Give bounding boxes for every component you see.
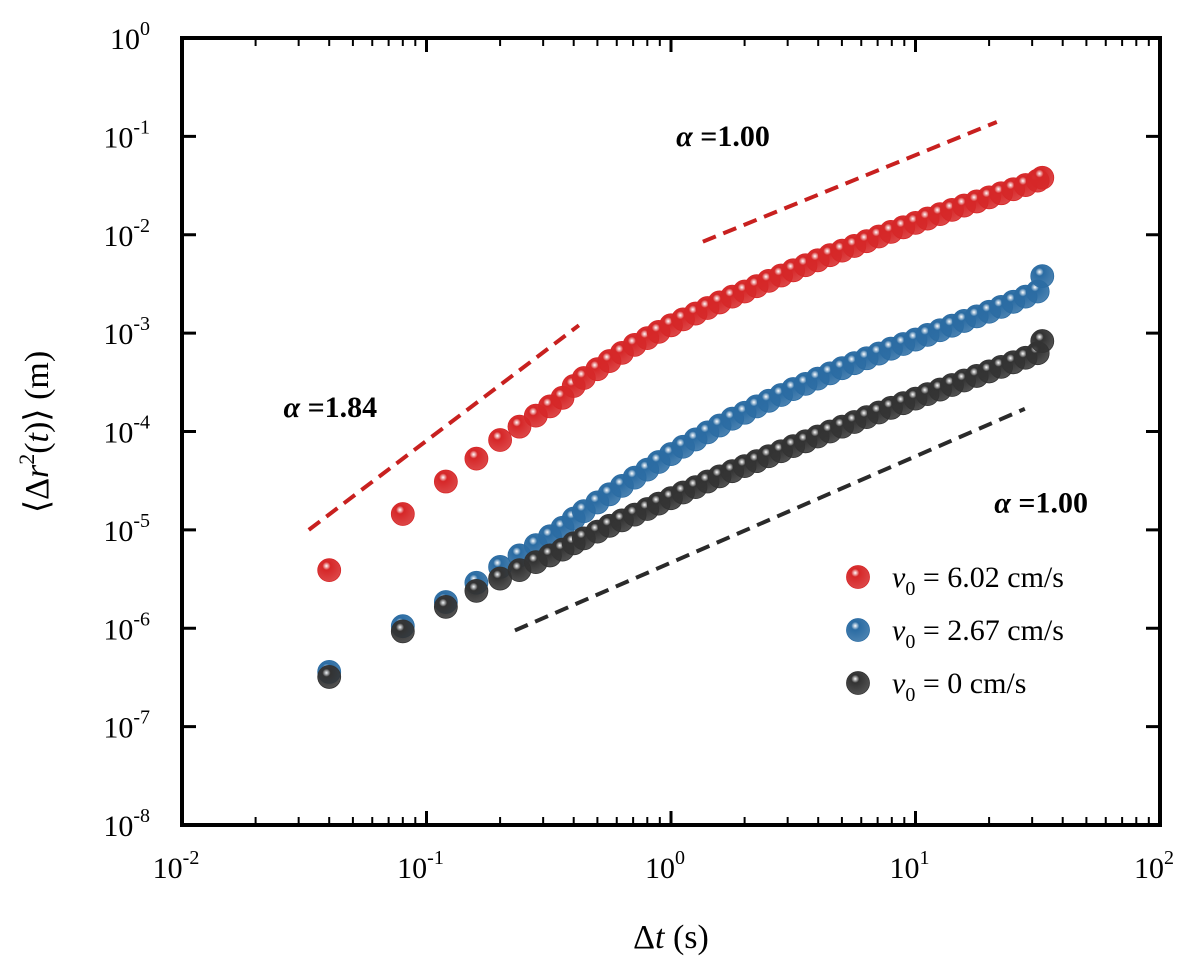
series-group <box>317 165 1055 583</box>
y-tick-label: 10-6 <box>103 608 150 646</box>
x-tick-label: 100 <box>645 847 685 885</box>
data-point <box>1030 165 1055 190</box>
plot-frame <box>180 36 1162 827</box>
slope-reference-line <box>702 120 998 244</box>
data-point <box>433 469 458 494</box>
legend: v0 = 6.02 cm/s v0 = 2.67 cm/s v0 = 0 cm/s <box>846 561 1064 706</box>
slope-annotation: α =1.84 <box>283 391 377 424</box>
data-point <box>317 665 342 689</box>
x-axis-label: Δt (s) <box>633 919 709 956</box>
y-tick-label: 10-3 <box>103 313 150 351</box>
legend-marker <box>846 618 870 642</box>
data-points <box>317 165 1055 689</box>
reference-lines <box>307 120 1026 633</box>
data-point <box>317 558 342 583</box>
data-point <box>433 594 458 619</box>
y-tick-label: 10-5 <box>103 510 150 548</box>
y-tick-label: 100 <box>110 18 150 56</box>
data-point <box>390 502 415 526</box>
y-axis-label: ⟨Δr2(t)⟩ (m) <box>14 351 56 513</box>
y-tick-label: 10-7 <box>103 707 150 745</box>
slope-annotation: α =1.00 <box>676 120 770 153</box>
x-tick-label: 101 <box>890 847 930 885</box>
x-tick-label: 102 <box>1134 847 1174 885</box>
annotations: α =1.84 α =1.00 α =1.00 <box>283 120 1088 520</box>
y-tick-label: 10-1 <box>103 116 150 154</box>
data-point <box>1030 329 1055 353</box>
data-point <box>464 446 489 471</box>
y-tick-label: 10-4 <box>103 412 150 450</box>
slope-reference-line <box>514 406 1026 633</box>
slope-annotation: α =1.00 <box>994 487 1088 520</box>
x-tick-label: 10-2 <box>153 847 200 885</box>
axis-ticks: 10-2 10-1 100 101 102 100 10-1 10-2 10-3 10-4 10-5… <box>103 18 1174 885</box>
legend-marker <box>846 671 870 695</box>
series-group <box>317 329 1055 689</box>
data-point <box>464 578 489 603</box>
legend-marker <box>846 565 870 589</box>
legend-label: v0 = 2.67 cm/s <box>892 614 1064 653</box>
data-point <box>488 428 513 452</box>
y-tick-label: 10-2 <box>103 215 150 253</box>
legend-label: v0 = 0 cm/s <box>892 667 1026 706</box>
y-tick-label: 10-8 <box>103 805 150 843</box>
data-point <box>1030 264 1055 288</box>
legend-label: v0 = 6.02 cm/s <box>892 561 1064 600</box>
data-point <box>390 619 415 644</box>
x-tick-label: 10-1 <box>397 847 444 885</box>
slope-reference-line <box>307 323 581 532</box>
